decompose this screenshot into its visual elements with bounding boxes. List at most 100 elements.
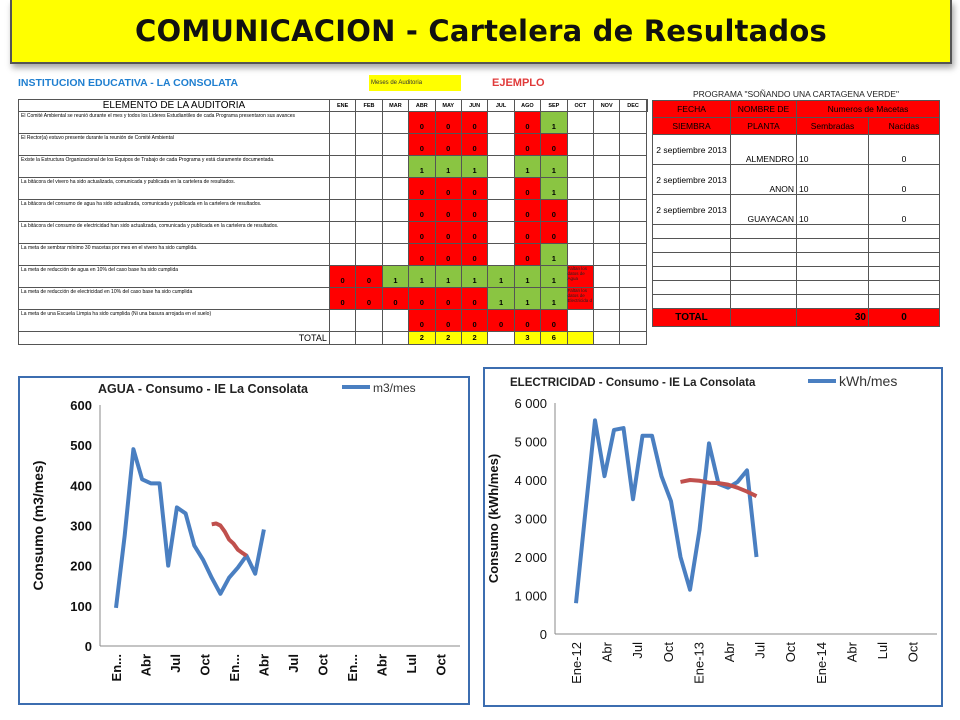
audit-row-description: La meta de reducción de agua en 10% del … xyxy=(18,265,330,288)
audit-row-extra xyxy=(646,178,647,200)
audit-cell: 1 xyxy=(513,287,542,310)
audit-cell xyxy=(619,243,647,266)
audit-cell: 0 xyxy=(434,177,462,200)
program-empty-row xyxy=(652,224,940,239)
audit-cell: 0 xyxy=(408,287,436,310)
audit-total-cell xyxy=(566,331,594,345)
audit-total-row: TOTAL 2 2 2 3 6 xyxy=(18,331,648,345)
audit-cell: 0 xyxy=(513,133,542,156)
x-tick-label: Ene-14 xyxy=(814,642,829,684)
audit-cell: 0 xyxy=(434,221,462,244)
audit-cell xyxy=(328,155,357,178)
y-tick-label: 100 xyxy=(70,599,92,614)
program-empty-cell xyxy=(868,238,940,253)
program-empty-row xyxy=(652,252,940,267)
audit-cell: 0 xyxy=(408,133,436,156)
audit-cell: 0 xyxy=(460,133,489,156)
audit-total-cell xyxy=(592,331,621,345)
audit-cell: 1 xyxy=(408,155,436,178)
audit-cell xyxy=(381,199,410,222)
audit-cell: 1 xyxy=(460,265,489,288)
y-tick-label: 3 000 xyxy=(514,512,547,527)
audit-row-extra xyxy=(646,288,647,310)
audit-cell: 0 xyxy=(328,287,357,310)
program-empty-cell xyxy=(796,224,869,239)
program-empty-cell xyxy=(730,294,797,309)
audit-cell: 0 xyxy=(408,111,436,134)
audit-cell xyxy=(592,309,621,332)
audit-total-cell: 2 xyxy=(408,331,436,345)
program-empty-cell xyxy=(868,280,940,295)
y-tick-label: 2 000 xyxy=(514,550,547,565)
program-empty-cell xyxy=(730,252,797,267)
program-empty-row xyxy=(652,266,940,281)
audit-row: El Comité Ambiental se reunió durante el… xyxy=(18,111,648,134)
audit-cell xyxy=(355,199,383,222)
program-total-empty xyxy=(730,308,797,327)
y-axis-label: Consumo (m3/mes) xyxy=(30,461,46,591)
chart-title: ELECTRICIDAD - Consumo - IE La Consolata xyxy=(510,377,756,389)
audit-month-header: ABR xyxy=(408,99,436,112)
audit-row-description: La meta de reducción de electricidad en … xyxy=(18,287,330,310)
program-empty-cell xyxy=(796,294,869,309)
y-tick-label: 500 xyxy=(70,438,92,453)
audit-cell xyxy=(619,221,647,244)
audit-month-header: AGO xyxy=(513,99,542,112)
audit-cell xyxy=(487,155,515,178)
program-row: 2 septiembre 2013 ALMENDRO 10 0 xyxy=(652,134,940,165)
audit-cell: 1 xyxy=(540,243,568,266)
program-header-macetas: Numeros de Macetas xyxy=(796,100,940,118)
audit-cell: 0 xyxy=(355,265,383,288)
audit-cell xyxy=(592,199,621,222)
audit-cell: 0 xyxy=(460,177,489,200)
audit-row-description: La bitácora del consumo de agua ha sido … xyxy=(18,199,330,222)
x-tick-label: Ene-12 xyxy=(569,642,584,684)
audit-cell xyxy=(328,199,357,222)
audit-cell xyxy=(487,243,515,266)
program-empty-cell xyxy=(796,252,869,267)
program-empty-cell xyxy=(652,294,731,309)
program-empty-cell xyxy=(730,238,797,253)
program-cell-nacidas: 0 xyxy=(868,134,940,165)
x-tick-label: Oct xyxy=(661,642,676,663)
program-empty-cell xyxy=(796,280,869,295)
program-empty-cell xyxy=(796,266,869,281)
title-banner: COMUNICACION - Cartelera de Resultados xyxy=(10,0,952,64)
audit-cell: 0 xyxy=(487,309,515,332)
audit-row-description: La meta de sembrar mínimo 30 macetas por… xyxy=(18,243,330,266)
audit-cell xyxy=(592,243,621,266)
audit-cell: 1 xyxy=(381,265,410,288)
audit-cell: 0 xyxy=(434,133,462,156)
x-tick-label: Jul xyxy=(753,642,768,659)
audit-cell: 0 xyxy=(460,243,489,266)
audit-cell: 1 xyxy=(540,287,568,310)
audit-cell xyxy=(487,199,515,222)
x-tick-label: En... xyxy=(109,654,124,681)
audit-cell: 0 xyxy=(540,199,568,222)
audit-row: La bitácora del consumo de agua ha sido … xyxy=(18,199,648,222)
audit-cell: Faltan los datos de Agua xyxy=(566,265,594,288)
audit-cell: 1 xyxy=(434,155,462,178)
audit-cell: 0 xyxy=(513,243,542,266)
program-empty-cell xyxy=(652,238,731,253)
x-tick-label: Abr xyxy=(722,641,737,662)
program-cell-nacidas: 0 xyxy=(868,164,940,195)
program-empty-cell xyxy=(652,280,731,295)
audit-row: Existe la Estructura Organizacional de l… xyxy=(18,155,648,178)
audit-month-header: SEP xyxy=(540,99,568,112)
audit-cell xyxy=(381,111,410,134)
program-cell-planta: ALMENDRO xyxy=(730,134,797,165)
program-cell-fecha: 2 septiembre 2013 xyxy=(652,134,731,165)
program-header-nombre: NOMBRE DE xyxy=(730,100,797,118)
audit-total-cell xyxy=(487,331,515,345)
y-tick-label: 4 000 xyxy=(514,473,547,488)
audit-months-legend: Meses de Auditoria xyxy=(369,75,461,91)
audit-row: La meta de una Escuela Limpia ha sido cu… xyxy=(18,309,648,332)
program-empty-cell xyxy=(796,238,869,253)
y-tick-label: 300 xyxy=(70,519,92,534)
program-cell-sembradas: 10 xyxy=(796,134,869,165)
audit-cell xyxy=(592,287,621,310)
audit-total-cell xyxy=(328,331,357,345)
program-cell-fecha: 2 septiembre 2013 xyxy=(652,194,731,225)
page-title: COMUNICACION - Cartelera de Resultados xyxy=(135,14,827,48)
